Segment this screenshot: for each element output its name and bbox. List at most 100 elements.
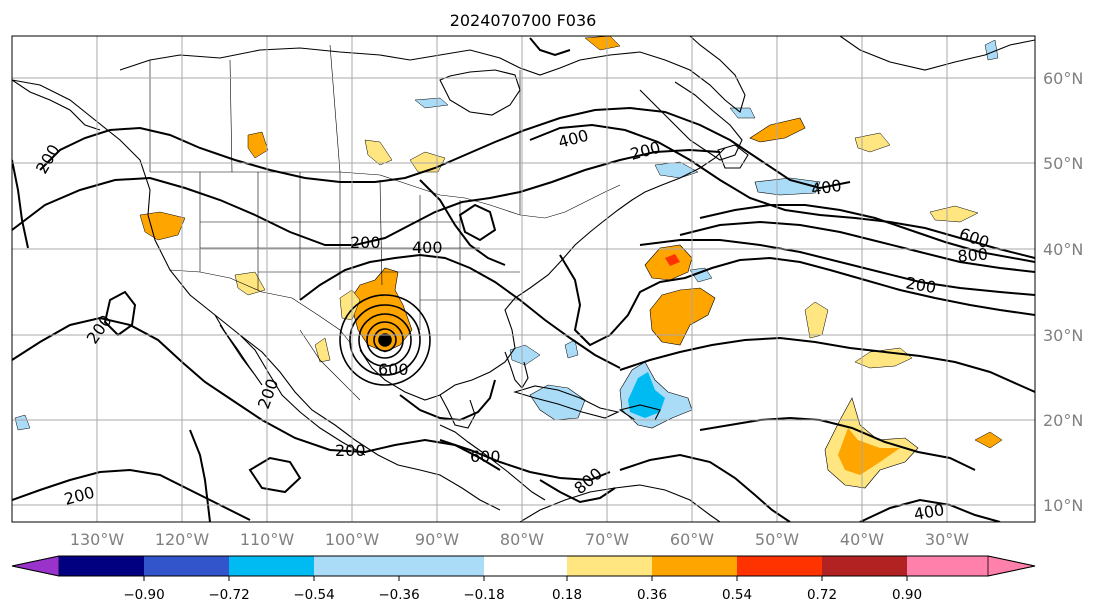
cool-shade-region: [529, 384, 586, 421]
state-border: [379, 179, 383, 286]
longitude-label: 120°W: [155, 530, 210, 549]
warm-shade-region: [234, 271, 266, 296]
contour-line: [699, 416, 976, 471]
contour-line: [529, 37, 571, 57]
colorbar-swatch: [59, 556, 144, 576]
longitude-label: 90°W: [415, 530, 459, 549]
cool-shade-region: [689, 267, 713, 283]
newfoundland-coastline: [717, 144, 749, 169]
contour-line: [39, 106, 851, 190]
latitude-label: 40°N: [1043, 240, 1083, 259]
contour-label: 600: [470, 447, 501, 466]
cool-shade-region: [754, 177, 821, 196]
colorbar-tick-label: 0.72: [807, 587, 837, 603]
colorbar: −0.90 −0.72 −0.54 −0.36 −0.18 0.18 0.36 …: [11, 555, 1036, 603]
florida-coastline: [504, 351, 529, 389]
colorbar-tick-label: −0.54: [293, 587, 334, 603]
colorbar-swatch: [737, 556, 822, 576]
contour-line: [12, 148, 721, 246]
colorbar-swatch: [907, 556, 988, 576]
contour-line: [619, 453, 791, 522]
contour-label: 400: [912, 500, 945, 524]
hot-shade-region: [665, 254, 680, 266]
contour-line: [639, 239, 1035, 296]
colorbar-swatch: [399, 556, 484, 576]
contour-line: [699, 204, 1035, 263]
longitude-axis: 130°W 120°W 110°W 100°W 90°W 80°W 70°W 6…: [70, 530, 969, 549]
central-america-coastline: [439, 424, 546, 501]
colorbar-swatch: [987, 555, 1036, 577]
warm-shade-region: [929, 205, 979, 223]
longitude-label: 60°W: [670, 530, 714, 549]
latitude-label: 50°N: [1043, 154, 1083, 173]
storm-contour-ring: [373, 328, 397, 352]
colorbar-swatch: [567, 556, 652, 576]
longitude-label: 70°W: [585, 530, 629, 549]
cool-shade-region: [564, 339, 579, 359]
shading-layer: [14, 36, 1003, 489]
contour-line: [539, 479, 616, 504]
north-america-coastline: [12, 79, 501, 511]
map-panel: 200 200 200 200 200 200 200 200 400 400 …: [12, 36, 1035, 524]
contour-label: 800: [957, 244, 989, 266]
colorbar-ticks: [143, 576, 908, 581]
contour-label: 200: [335, 441, 366, 460]
colorbar-swatch: [11, 555, 60, 577]
contour-label: 400: [810, 176, 843, 199]
storm-contour-ring: [366, 321, 404, 359]
longitude-label: 50°W: [755, 530, 799, 549]
hispaniola-coastline: [618, 404, 661, 421]
colorbar-swatch: [314, 556, 399, 576]
greenland-coastline: [839, 36, 1035, 71]
storm-contour-ring: [339, 294, 431, 386]
contour-line: [12, 159, 29, 249]
contour-line: [458, 203, 497, 242]
labrador-coastline: [639, 81, 743, 161]
storm-center-marker: [379, 334, 391, 346]
colorbar-swatch: [484, 556, 567, 576]
colorbar-outline: [11, 555, 1036, 577]
map-frame: [11, 35, 1036, 523]
colorbar-tick-label: −0.72: [208, 587, 249, 603]
cool-shade-region: [14, 414, 31, 431]
contour-line: [189, 429, 211, 522]
storm-contour-ring: [358, 313, 412, 367]
contour-line: [12, 316, 501, 471]
latitude-label: 30°N: [1043, 326, 1083, 345]
mexico-west-coastline: [239, 334, 366, 456]
colorbar-swatch: [822, 556, 907, 576]
mexico-state-border: [299, 329, 361, 401]
cuba-coastline: [513, 385, 620, 419]
cool-shade-region: [628, 372, 665, 418]
yucatan-coastline: [439, 394, 476, 429]
storm-contour-cluster: [339, 294, 431, 386]
colorbar-tick-label: 0.18: [552, 587, 582, 603]
longitude-label: 100°W: [325, 530, 380, 549]
warm-shade-region: [314, 337, 331, 363]
colorbar-tick-label: 0.36: [637, 587, 667, 603]
province-border: [229, 59, 233, 173]
us-mexico-border: [169, 269, 353, 346]
colorbar-swatch: [652, 556, 737, 576]
latitude-axis: 60°N 50°N 40°N 30°N 20°N 10°N: [1043, 69, 1083, 515]
warm-shade-region: [247, 131, 269, 159]
cool-shade-region: [414, 97, 449, 109]
warm-shade-region: [139, 211, 186, 241]
contour-line: [103, 290, 137, 337]
contour-label: 400: [412, 238, 443, 257]
cool-shade-region: [729, 107, 756, 119]
colorbar-tick-label: −0.36: [378, 587, 419, 603]
longitude-label: 30°W: [925, 530, 969, 549]
canada-north-coastline: [119, 36, 746, 113]
longitude-label: 130°W: [70, 530, 125, 549]
colorbar-tick-label: 0.54: [722, 587, 752, 603]
contour-label: 200: [350, 233, 381, 252]
warm-shade-region: [838, 428, 900, 475]
contour-line: [439, 439, 611, 482]
colorbar-tick-label: −0.18: [463, 587, 504, 603]
cool-shade-region: [984, 39, 999, 61]
warm-shade-region: [804, 301, 829, 339]
baja-coastline: [214, 314, 263, 386]
longitude-label: 110°W: [240, 530, 295, 549]
